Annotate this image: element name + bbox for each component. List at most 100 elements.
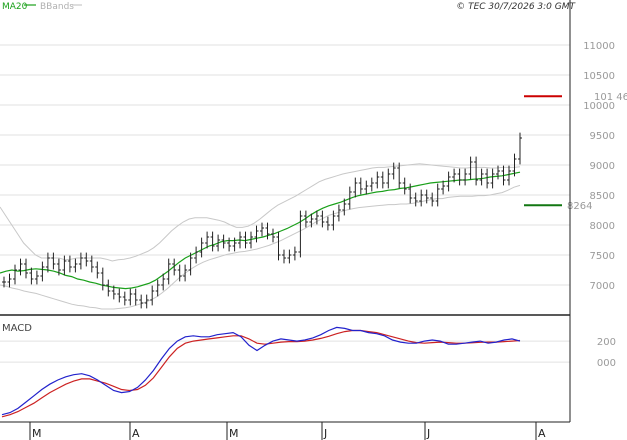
price-bar (292, 246, 297, 261)
resistance-label: 101 46 (594, 92, 627, 103)
price-bar (298, 210, 303, 258)
price-bar (188, 252, 193, 276)
price-bar (353, 177, 358, 198)
price-bar (260, 222, 264, 237)
x-tick-label: J (426, 427, 430, 440)
price-bar (84, 252, 89, 267)
price-bar (24, 258, 28, 279)
price-grid (0, 44, 570, 286)
price-bar (276, 231, 281, 261)
price-bar (111, 285, 116, 300)
price-panel: 110001050010000950090008500800075007000 … (0, 41, 627, 310)
price-bar (232, 237, 237, 252)
price-bar (183, 264, 188, 282)
price-tick-label: 9500 (590, 131, 615, 142)
price-bar (89, 255, 94, 273)
price-bar (221, 234, 226, 249)
price-bar (210, 231, 215, 252)
price-bar (369, 177, 374, 192)
macd-title: MACD (2, 323, 32, 334)
price-bar (441, 180, 446, 195)
price-bar (67, 255, 72, 273)
support-label: 8264 (567, 201, 592, 212)
price-bar (122, 291, 127, 306)
price-bar (386, 168, 391, 189)
price-bar (282, 249, 286, 264)
price-bar (375, 171, 380, 189)
price-bar (347, 186, 352, 210)
price-bar (155, 279, 160, 297)
x-tick-label: A (538, 427, 546, 440)
price-bar (518, 132, 522, 165)
price-bar (166, 258, 171, 285)
price-bar (144, 294, 149, 309)
price-bar (133, 288, 138, 306)
price-tick-label: 9000 (590, 161, 615, 172)
price-bar (430, 192, 435, 207)
price-tick-label: 10500 (583, 71, 615, 82)
price-bar (452, 168, 457, 183)
price-tick-label: 7000 (590, 281, 615, 292)
price-bar (254, 225, 259, 243)
copyright-text: © TEC 30/7/2026 3:0 GMT (456, 2, 576, 12)
price-bar (496, 165, 500, 180)
price-bar (408, 183, 413, 204)
price-bar (62, 255, 67, 276)
price-bar (435, 183, 440, 207)
price-bar (199, 237, 204, 258)
price-bar (271, 228, 275, 243)
price-bar (95, 261, 100, 279)
price-bar (325, 216, 330, 231)
price-bar (474, 156, 479, 186)
price-bar (18, 258, 23, 276)
macd-panel: MACD 200 000 (0, 323, 616, 418)
price-tick-label: 7500 (590, 251, 615, 262)
price-bar (314, 210, 319, 225)
price-bar (490, 168, 495, 189)
macd-grid (0, 340, 570, 363)
price-bar (336, 204, 341, 222)
macd-tick-label: 200 (597, 337, 616, 348)
price-tick-label: 10000 (583, 101, 615, 112)
price-bar (106, 279, 111, 297)
price-bar (73, 258, 78, 273)
price-bar (512, 153, 517, 177)
price-bar (150, 285, 155, 306)
price-bar (194, 246, 199, 264)
x-tick-label: A (132, 427, 140, 440)
price-bar (51, 252, 56, 270)
price-bar (243, 231, 248, 249)
x-tick-label: M (32, 427, 42, 440)
price-bar (216, 234, 221, 252)
price-bar (56, 258, 61, 276)
macd-signal-line (1, 329, 521, 418)
macd-y-axis: 200 000 (597, 337, 616, 369)
ma20-line (0, 171, 521, 290)
price-tick-label: 8500 (590, 191, 615, 202)
price-bar (364, 180, 369, 195)
price-bar (177, 264, 182, 282)
chart-header: MA20 BBands © TEC 30/7/2026 3:0 GMT (2, 2, 577, 12)
price-bar (249, 231, 253, 249)
price-bar (29, 267, 34, 285)
bb-legend-label: BBands (40, 2, 74, 12)
price-bar (13, 264, 17, 285)
price-bar (238, 231, 242, 249)
price-bar (391, 162, 396, 180)
price-bars (2, 132, 522, 309)
price-bar (479, 168, 484, 186)
price-y-axis: 11000 10500 10000 9500 9000 8500 8000 7500 7000 (583, 41, 615, 292)
price-bar (139, 294, 144, 309)
price-bar (485, 168, 490, 189)
price-bar (446, 171, 451, 192)
x-tick-label: M (229, 427, 239, 440)
price-bar (402, 177, 407, 195)
price-bar (40, 261, 45, 282)
price-bar (34, 270, 39, 285)
price-bar (342, 198, 347, 216)
ma-legend-label: MA20 (2, 2, 28, 12)
price-bar (2, 276, 6, 288)
price-bar (397, 162, 402, 189)
price-bar (424, 189, 429, 204)
